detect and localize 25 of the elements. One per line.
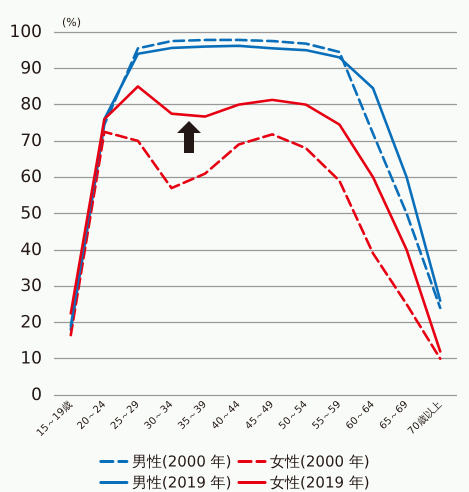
y-tick-label: 80 bbox=[20, 94, 42, 115]
y-tick-label: 20 bbox=[20, 312, 42, 332]
x-tick-label: 55～59 bbox=[310, 399, 344, 432]
x-tick-label: 60～64 bbox=[344, 399, 377, 432]
y-axis-title: (%) bbox=[62, 16, 82, 29]
y-tick-label: 0 bbox=[31, 385, 42, 405]
y-tick-label: 30 bbox=[20, 276, 42, 296]
x-tick-label: 40～44 bbox=[210, 399, 243, 432]
y-tick-label: 90 bbox=[20, 58, 42, 78]
x-tick-label: 50～54 bbox=[276, 399, 310, 432]
x-tick-label: 45～49 bbox=[243, 399, 276, 432]
x-tick-label: 30～34 bbox=[142, 399, 176, 432]
legend-label: 女性(2000 年) bbox=[270, 452, 370, 470]
y-tick-label: 40 bbox=[20, 240, 42, 260]
x-tick-label: 25～29 bbox=[109, 399, 142, 432]
x-tick-label: 35～39 bbox=[176, 399, 210, 432]
x-tick-label: 20～24 bbox=[75, 399, 108, 432]
y-tick-label: 10 bbox=[20, 348, 42, 369]
legend-label: 男性(2000 年) bbox=[132, 452, 232, 470]
y-tick-label: 70 bbox=[20, 130, 42, 151]
y-tick-label: 60 bbox=[20, 167, 42, 188]
legend-label: 女性(2019 年) bbox=[270, 474, 370, 492]
legend-label: 男性(2019 年) bbox=[132, 474, 232, 492]
y-tick-label: 100 bbox=[10, 22, 42, 42]
y-tick-label: 50 bbox=[20, 204, 42, 224]
